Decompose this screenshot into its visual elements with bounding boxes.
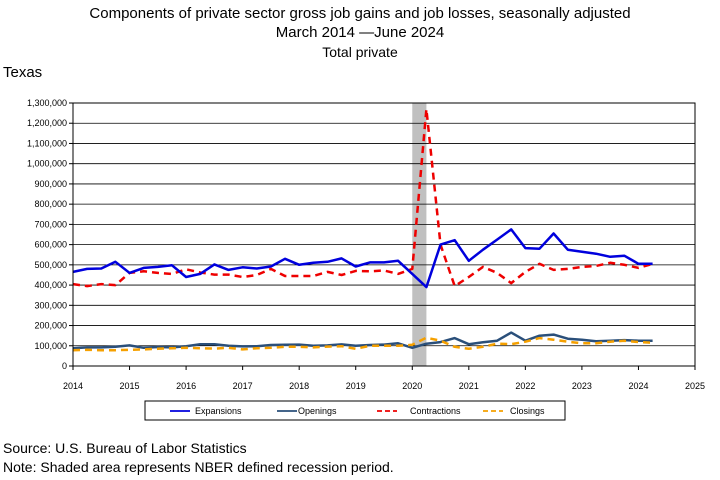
y-tick-label: 1,100,000	[27, 138, 67, 148]
legend-box	[144, 400, 566, 421]
x-tick-label: 2016	[176, 381, 196, 391]
x-tick-label: 2015	[120, 381, 140, 391]
legend-label-openings: Openings	[298, 406, 337, 416]
x-tick-label: 2021	[459, 381, 479, 391]
y-tick-label: 100,000	[34, 341, 67, 351]
series-line-contractions	[72, 107, 653, 288]
x-tick-label: 2020	[402, 381, 422, 391]
y-tick-label: 1,200,000	[27, 118, 67, 128]
source-note: Source: U.S. Bureau of Labor Statistics	[3, 440, 247, 456]
legend-label-contractions: Contractions	[410, 406, 461, 416]
y-tick-label: 400,000	[34, 280, 67, 290]
plot-frame	[72, 102, 696, 367]
legend: Expansions Openings Contractions Closings	[144, 400, 566, 421]
series-layer	[72, 107, 653, 352]
y-tick-label: 200,000	[34, 321, 67, 331]
x-tick-label: 2024	[628, 381, 648, 391]
x-tick-label: 2014	[63, 381, 83, 391]
recession-note: Note: Shaded area represents NBER define…	[3, 459, 394, 475]
y-tick-label: 1,000,000	[27, 159, 67, 169]
recession-shading-layer	[412, 103, 427, 366]
x-tick-label: 2023	[572, 381, 592, 391]
series-line-expansions	[72, 228, 653, 289]
y-tick-label: 700,000	[34, 219, 67, 229]
y-tick-label: 1,300,000	[27, 98, 67, 108]
legend-label-closings: Closings	[510, 406, 545, 416]
x-tick-label: 2018	[289, 381, 309, 391]
x-tick-label: 2022	[515, 381, 535, 391]
region-label: Texas	[3, 64, 43, 81]
y-tick-label: 300,000	[34, 300, 67, 310]
y-tick-label: 500,000	[34, 260, 67, 270]
y-tick-label: 900,000	[34, 179, 67, 189]
grid-layer	[73, 102, 695, 347]
x-tick-label: 2017	[233, 381, 253, 391]
y-tick-label: 800,000	[34, 199, 67, 209]
x-tick-label: 2025	[685, 381, 705, 391]
chart-subtitle-series: Total private	[322, 44, 398, 60]
recession-band	[412, 103, 427, 366]
legend-label-expansions: Expansions	[195, 406, 242, 416]
y-tick-label: 0	[62, 361, 67, 371]
axes-layer: 0 100,000 200,000 300,000 400,000 500,000 600,…	[27, 98, 705, 391]
series-line-closings	[72, 336, 653, 352]
chart-subtitle-date-range: March 2014 —June 2024	[275, 24, 445, 41]
x-tick-label: 2019	[346, 381, 366, 391]
chart-title: Components of private sector gross job g…	[89, 5, 631, 22]
y-tick-label: 600,000	[34, 240, 67, 250]
